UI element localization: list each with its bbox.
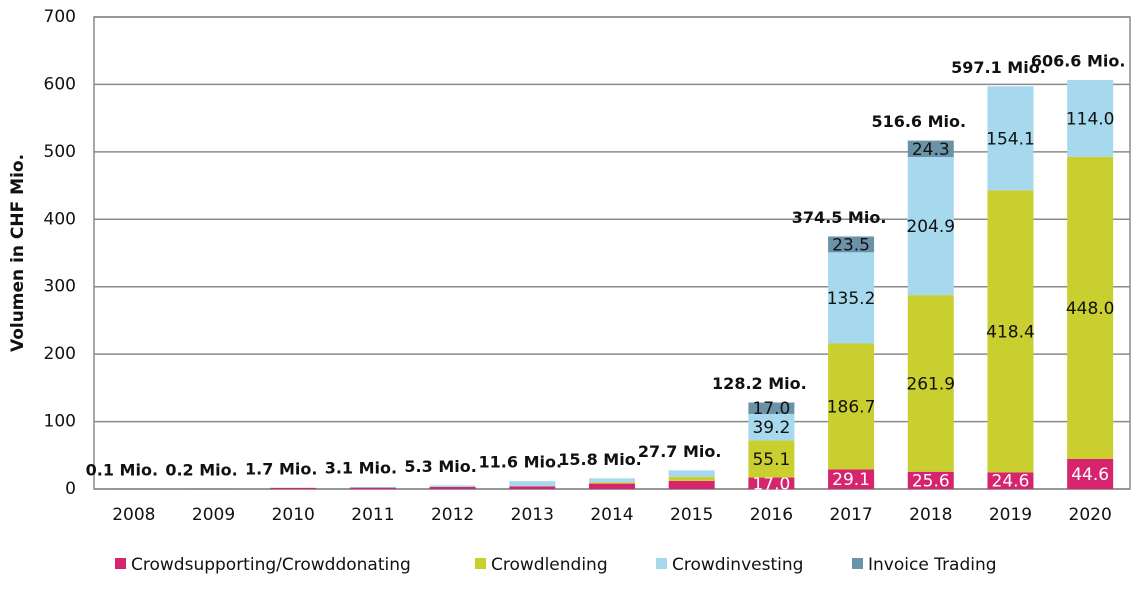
value-label: 418.4 — [986, 322, 1035, 342]
value-label: 55.1 — [752, 450, 790, 470]
total-label: 516.6 Mio. — [871, 112, 966, 131]
x-tick-label: 2013 — [511, 505, 554, 525]
value-label: 39.2 — [752, 418, 790, 438]
legend-swatch — [852, 558, 863, 569]
value-label: 261.9 — [906, 374, 955, 394]
x-tick-label: 2008 — [112, 505, 155, 525]
plot-frame — [94, 17, 1130, 489]
x-tick-label: 2015 — [670, 505, 713, 525]
value-label: 29.1 — [832, 470, 870, 490]
bar-segment — [350, 488, 396, 489]
legend-label: Crowdsupporting/Crowddonating — [131, 555, 411, 575]
total-label: 0.2 Mio. — [165, 460, 237, 479]
legend-label: Crowdinvesting — [672, 555, 803, 575]
x-tick-label: 2019 — [989, 505, 1032, 525]
x-tick-label: 2018 — [909, 505, 952, 525]
bar-segment — [350, 487, 396, 488]
value-label: 17.0 — [752, 399, 790, 419]
x-tick-label: 2012 — [431, 505, 474, 525]
value-label: 114.0 — [1066, 109, 1115, 129]
x-tick-label: 2016 — [750, 505, 793, 525]
legend-swatch — [475, 558, 486, 569]
x-tick-label: 2009 — [192, 505, 235, 525]
x-tick-label: 2011 — [351, 505, 394, 525]
value-label: 135.2 — [827, 289, 876, 309]
x-tick-label: 2017 — [829, 505, 872, 525]
bar-segment — [509, 481, 555, 486]
y-tick-label: 100 — [44, 412, 76, 432]
total-label: 3.1 Mio. — [325, 458, 397, 477]
value-label: 23.5 — [832, 235, 870, 255]
y-tick-label: 200 — [44, 344, 76, 364]
value-label: 448.0 — [1066, 299, 1115, 319]
legend-label: Crowdlending — [491, 555, 608, 575]
bar-segment — [669, 477, 715, 481]
legend-swatch — [115, 558, 126, 569]
total-label: 374.5 Mio. — [792, 208, 887, 227]
x-tick-label: 2020 — [1069, 505, 1112, 525]
total-label: 128.2 Mio. — [712, 374, 807, 393]
legend-label: Invoice Trading — [868, 555, 997, 575]
x-tick-label: 2010 — [272, 505, 315, 525]
legend-swatch — [656, 558, 667, 569]
value-label: 154.1 — [986, 129, 1035, 149]
y-tick-label: 400 — [44, 209, 76, 229]
y-tick-label: 500 — [44, 142, 76, 162]
bar-segment — [669, 470, 715, 477]
y-tick-label: 0 — [65, 479, 76, 499]
y-tick-label: 600 — [44, 74, 76, 94]
bar-segment — [589, 484, 635, 489]
value-label: 24.3 — [912, 140, 950, 160]
value-label: 44.6 — [1071, 465, 1109, 485]
bar-segment — [509, 486, 555, 489]
bar-segment — [589, 478, 635, 482]
bar-segment — [430, 487, 476, 489]
bar-segment — [270, 488, 316, 489]
value-label: 24.6 — [992, 472, 1030, 492]
total-label: 606.6 Mio. — [1031, 51, 1126, 70]
total-label: 27.7 Mio. — [638, 442, 722, 461]
total-label: 0.1 Mio. — [86, 460, 158, 479]
value-label: 186.7 — [827, 397, 876, 417]
value-label: 25.6 — [912, 471, 950, 491]
bar-segment — [669, 481, 715, 489]
total-label: 11.6 Mio. — [479, 453, 563, 472]
y-tick-label: 300 — [44, 277, 76, 297]
total-label: 15.8 Mio. — [558, 450, 642, 469]
bar-segment — [430, 485, 476, 487]
value-label: 204.9 — [906, 217, 955, 237]
y-axis-label: Volumen in CHF Mio. — [8, 154, 28, 352]
x-tick-label: 2014 — [590, 505, 633, 525]
y-tick-label: 700 — [44, 7, 76, 27]
total-label: 1.7 Mio. — [245, 459, 317, 478]
total-label: 5.3 Mio. — [404, 457, 476, 476]
bar-segment — [589, 482, 635, 483]
